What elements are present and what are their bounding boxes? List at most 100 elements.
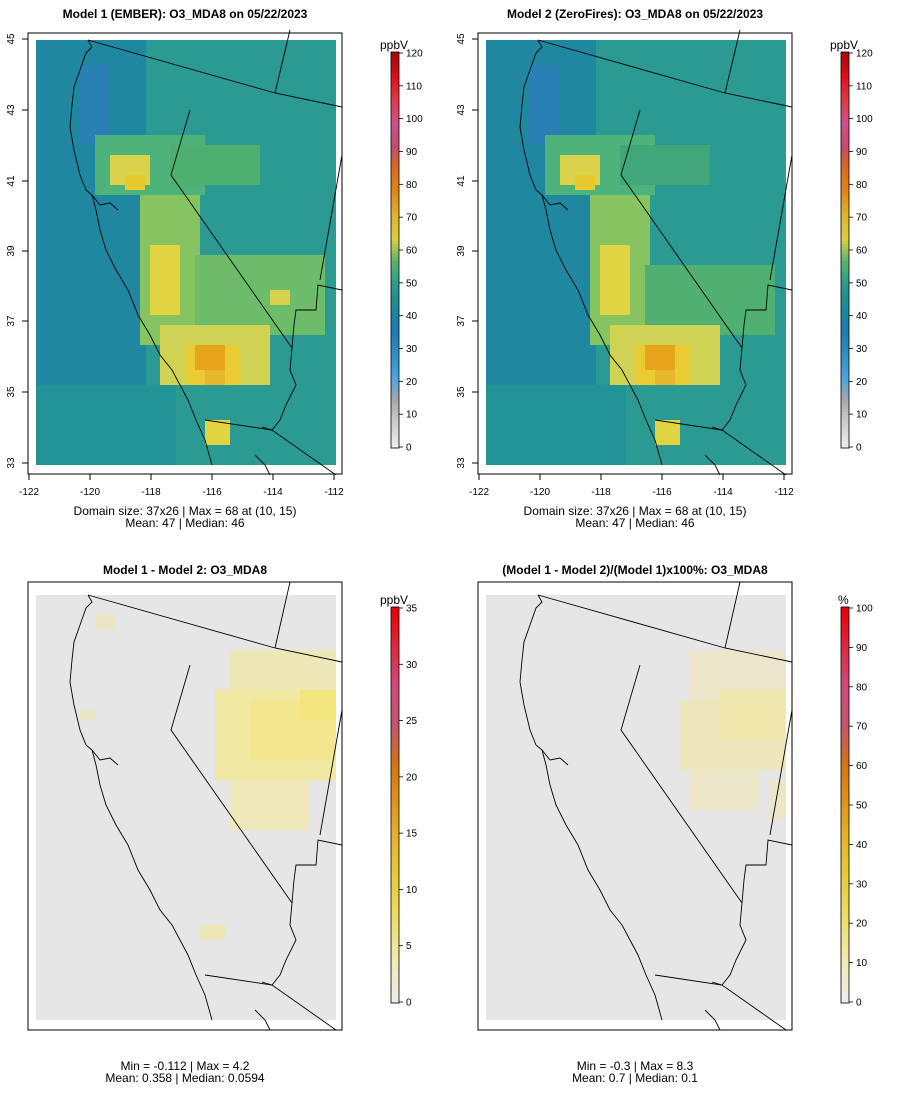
colorbar-swatch [841, 174, 849, 178]
colorbar-swatch [391, 887, 399, 892]
colorbar-swatch [391, 633, 399, 638]
colorbar-swatch [841, 646, 849, 651]
colorbar-swatch [841, 702, 849, 707]
panel3-unit-label: ppbV [380, 593, 409, 607]
colorbar-swatch [391, 292, 399, 297]
colorbar-swatch [841, 791, 849, 796]
panel2-lon-tick: -122 [469, 487, 489, 498]
colorbar-swatch [841, 900, 849, 905]
colorbar-swatch [391, 795, 399, 799]
colorbar-swatch [841, 917, 849, 922]
colorbar-swatch [841, 385, 849, 390]
colorbar-swatch [391, 897, 399, 902]
colorbar-swatch [841, 620, 849, 625]
colorbar-swatch [841, 725, 849, 730]
colorbar-swatch [391, 388, 399, 393]
panel1-unit-label: ppbV [380, 38, 409, 52]
colorbar-swatch [841, 58, 849, 63]
colorbar-swatch [391, 207, 399, 211]
colorbar-swatch [841, 358, 849, 363]
panel4-unit-label: % [838, 593, 849, 607]
colorbar-swatch [841, 709, 849, 714]
colorbar-swatch [391, 735, 399, 740]
colorbar-swatch [391, 805, 399, 809]
colorbar-swatch [391, 752, 399, 757]
colorbar-swatch [391, 276, 399, 281]
colorbar-swatch [841, 104, 849, 109]
colorbar-swatch [391, 709, 399, 714]
colorbar-swatch [391, 646, 399, 651]
colorbar-swatch [391, 884, 399, 889]
colorbar-swatch [391, 900, 399, 905]
colorbar-swatch [391, 193, 399, 198]
colorbar-swatch [391, 851, 399, 856]
colorbar-tick-label: 10 [856, 958, 868, 969]
colorbar-swatch [391, 302, 399, 307]
colorbar-swatch [841, 669, 849, 674]
colorbar-swatch [391, 424, 399, 429]
colorbar-tick-label: 110 [406, 81, 422, 92]
colorbar-swatch [841, 970, 849, 974]
panel1-colorbar: 0 10 20 30 40 50 60 70 80 90 100 110 120 [390, 49, 423, 454]
colorbar-swatch [841, 821, 849, 826]
colorbar-swatch [391, 104, 399, 109]
colorbar-swatch [841, 775, 849, 780]
colorbar-swatch [841, 607, 849, 611]
colorbar-swatch [841, 207, 849, 211]
colorbar-swatch [841, 286, 849, 291]
colorbar-swatch [841, 729, 849, 733]
colorbar-swatch [391, 798, 399, 803]
panel4-title: (Model 1 - Model 2)/(Model 1)x100%: O3_M… [502, 563, 768, 577]
colorbar-swatch [841, 441, 849, 446]
colorbar-swatch [391, 184, 399, 188]
colorbar-swatch [841, 151, 849, 155]
colorbar-swatch [841, 808, 849, 813]
colorbar-swatch [391, 137, 399, 142]
colorbar-swatch [841, 187, 849, 192]
colorbar-swatch [841, 312, 849, 317]
colorbar-swatch [391, 729, 399, 733]
colorbar-swatch [391, 52, 399, 56]
colorbar-swatch [841, 319, 849, 324]
colorbar-swatch [391, 976, 399, 981]
colorbar-tick-label: 30 [406, 660, 418, 671]
colorbar-swatch [391, 880, 399, 885]
panel2-lat-tick: 41 [456, 175, 467, 187]
panel2-lat-axis: 33 35 37 39 41 43 45 [456, 33, 479, 469]
colorbar-swatch [391, 894, 399, 898]
colorbar-swatch [841, 692, 849, 697]
colorbar-swatch [391, 342, 399, 347]
colorbar-swatch [841, 349, 849, 353]
colorbar-swatch [841, 772, 849, 776]
colorbar-swatch [841, 61, 849, 66]
colorbar-tick-label: 90 [856, 643, 868, 654]
colorbar-swatch [841, 65, 849, 70]
colorbar-swatch [391, 659, 399, 664]
colorbar-swatch [841, 956, 849, 961]
colorbar-swatch [841, 111, 849, 116]
colorbar-swatch [841, 141, 849, 145]
colorbar-swatch [391, 913, 399, 918]
colorbar-swatch [841, 91, 849, 96]
colorbar-swatch [841, 210, 849, 215]
colorbar-swatch [391, 748, 399, 753]
colorbar-swatch [841, 894, 849, 898]
colorbar-swatch [391, 114, 399, 119]
colorbar-swatch [391, 653, 399, 658]
colorbar-swatch [391, 312, 399, 317]
colorbar-swatch [841, 382, 849, 386]
colorbar-swatch [391, 325, 399, 330]
colorbar-swatch [841, 676, 849, 681]
colorbar-swatch [391, 722, 399, 727]
colorbar-swatch [841, 696, 849, 700]
colorbar-swatch [391, 781, 399, 786]
colorbar-swatch [391, 640, 399, 644]
colorbar-swatch [841, 167, 849, 172]
colorbar-swatch [391, 236, 399, 241]
panel1-stats-line1: Domain size: 37x26 | Max = 68 at (10, 15… [73, 504, 297, 518]
colorbar-swatch [391, 933, 399, 938]
colorbar-swatch [391, 289, 399, 294]
colorbar-swatch [391, 174, 399, 178]
colorbar-swatch [391, 111, 399, 116]
panel3-plot-box [27, 581, 343, 1031]
